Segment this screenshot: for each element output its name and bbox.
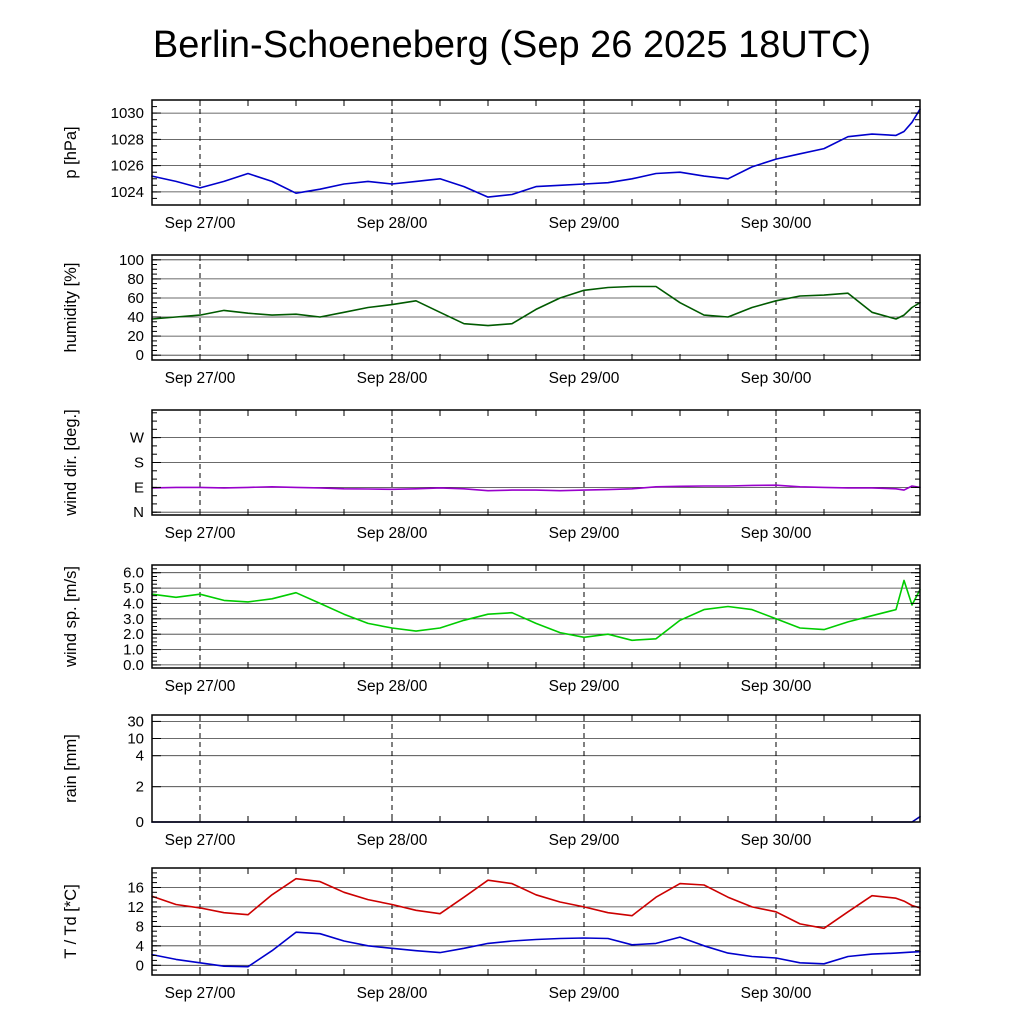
x-tick-label: Sep 30/00 xyxy=(741,678,812,695)
panel-wind-speed: 0.01.02.03.04.05.06.0 wind sp. [m/s] Sep 2… xyxy=(62,564,921,695)
y-tick-label: 100 xyxy=(119,252,144,269)
y-tick-label: 40 xyxy=(127,309,144,326)
x-tick-label: Sep 29/00 xyxy=(549,215,620,232)
y-tick-label: 12 xyxy=(127,899,144,916)
y-axis-label: wind sp. [m/s] xyxy=(62,566,80,668)
series-wind-speed xyxy=(151,579,921,642)
x-tick-label: Sep 29/00 xyxy=(549,525,620,542)
y-tick-label: 8 xyxy=(136,918,144,935)
x-tick-label: Sep 27/00 xyxy=(165,525,236,542)
x-tick-label: Sep 27/00 xyxy=(165,832,236,849)
y-tick-label: E xyxy=(134,479,144,496)
y-tick-label: 1028 xyxy=(111,131,144,148)
x-tick-label: Sep 28/00 xyxy=(357,370,428,387)
y-axis-label: p [hPa] xyxy=(62,126,80,178)
x-tick-label: Sep 28/00 xyxy=(357,678,428,695)
y-tick-label: 4 xyxy=(136,938,144,955)
x-tick-label: Sep 30/00 xyxy=(741,370,812,387)
y-tick-label: 2.0 xyxy=(123,626,144,643)
x-tick-label: Sep 30/00 xyxy=(741,525,812,542)
y-tick-label: 3.0 xyxy=(123,611,144,628)
panel-frame xyxy=(151,714,921,823)
panel-frame xyxy=(151,254,921,361)
y-axis-label: humidity [%] xyxy=(62,263,80,353)
series-dewpoint xyxy=(151,931,921,968)
x-tick-label: Sep 29/00 xyxy=(549,678,620,695)
chart-title: Berlin-Schoeneberg (Sep 26 2025 18UTC) xyxy=(152,24,872,66)
panel-temperature: 0 4 8 12 16 T / Td [*C] Sep 27/00 Sep 28/00 Sep … xyxy=(62,867,921,1002)
x-tick-label: Sep 29/00 xyxy=(549,370,620,387)
series-pressure xyxy=(151,108,921,198)
y-tick-label: N xyxy=(133,504,144,521)
x-tick-label: Sep 27/00 xyxy=(165,678,236,695)
panel-pressure: 1024 1026 1028 1030 p [hPa] Sep 27/00 Sep 28/0… xyxy=(62,99,921,232)
y-tick-label: 16 xyxy=(127,880,144,897)
x-tick-label: Sep 30/00 xyxy=(741,832,812,849)
x-tick-label: Sep 29/00 xyxy=(549,832,620,849)
x-tick-label: Sep 28/00 xyxy=(357,832,428,849)
y-tick-label: 20 xyxy=(127,328,144,345)
y-tick-label: 0.0 xyxy=(123,657,144,674)
x-tick-label: Sep 30/00 xyxy=(741,985,812,1002)
y-axis-label: rain [mm] xyxy=(62,734,80,803)
y-axis-label: T / Td [*C] xyxy=(62,884,80,959)
x-tick-label: Sep 27/00 xyxy=(165,985,236,1002)
y-tick-label: 2 xyxy=(136,779,144,796)
y-axis-label: wind dir. [deg.] xyxy=(62,409,80,516)
y-tick-label: S xyxy=(134,455,144,472)
y-tick-label: 4.0 xyxy=(123,595,144,612)
y-tick-label: 1030 xyxy=(111,105,144,122)
y-tick-label: 5.0 xyxy=(123,580,144,597)
y-tick-label: 60 xyxy=(127,290,144,307)
x-tick-label: Sep 27/00 xyxy=(165,215,236,232)
y-tick-label: 4 xyxy=(136,748,144,765)
y-tick-label: 1024 xyxy=(111,184,144,201)
y-tick-label: 80 xyxy=(127,271,144,288)
x-tick-label: Sep 28/00 xyxy=(357,985,428,1002)
y-tick-label: 1026 xyxy=(111,158,144,175)
x-tick-label: Sep 29/00 xyxy=(549,985,620,1002)
y-tick-label: W xyxy=(130,430,145,447)
series-wind-direction xyxy=(151,484,921,492)
y-tick-label: 30 xyxy=(127,713,144,730)
series-humidity xyxy=(151,285,921,327)
y-tick-label: 10 xyxy=(127,731,144,748)
y-tick-label: 0 xyxy=(136,814,144,831)
x-tick-label: Sep 28/00 xyxy=(357,525,428,542)
panel-frame xyxy=(151,867,921,976)
panel-frame xyxy=(151,564,921,669)
x-tick-label: Sep 30/00 xyxy=(741,215,812,232)
x-tick-label: Sep 28/00 xyxy=(357,215,428,232)
y-tick-label: 0 xyxy=(136,347,144,364)
y-tick-label: 0 xyxy=(136,957,144,974)
y-tick-label: 6.0 xyxy=(123,565,144,582)
x-tick-label: Sep 27/00 xyxy=(165,370,236,387)
panel-humidity: 0 20 40 60 80 100 humidity [%] Sep 27/00 Sep 28/… xyxy=(62,252,921,387)
y-tick-label: 1.0 xyxy=(123,642,144,659)
series-temperature xyxy=(151,877,921,930)
